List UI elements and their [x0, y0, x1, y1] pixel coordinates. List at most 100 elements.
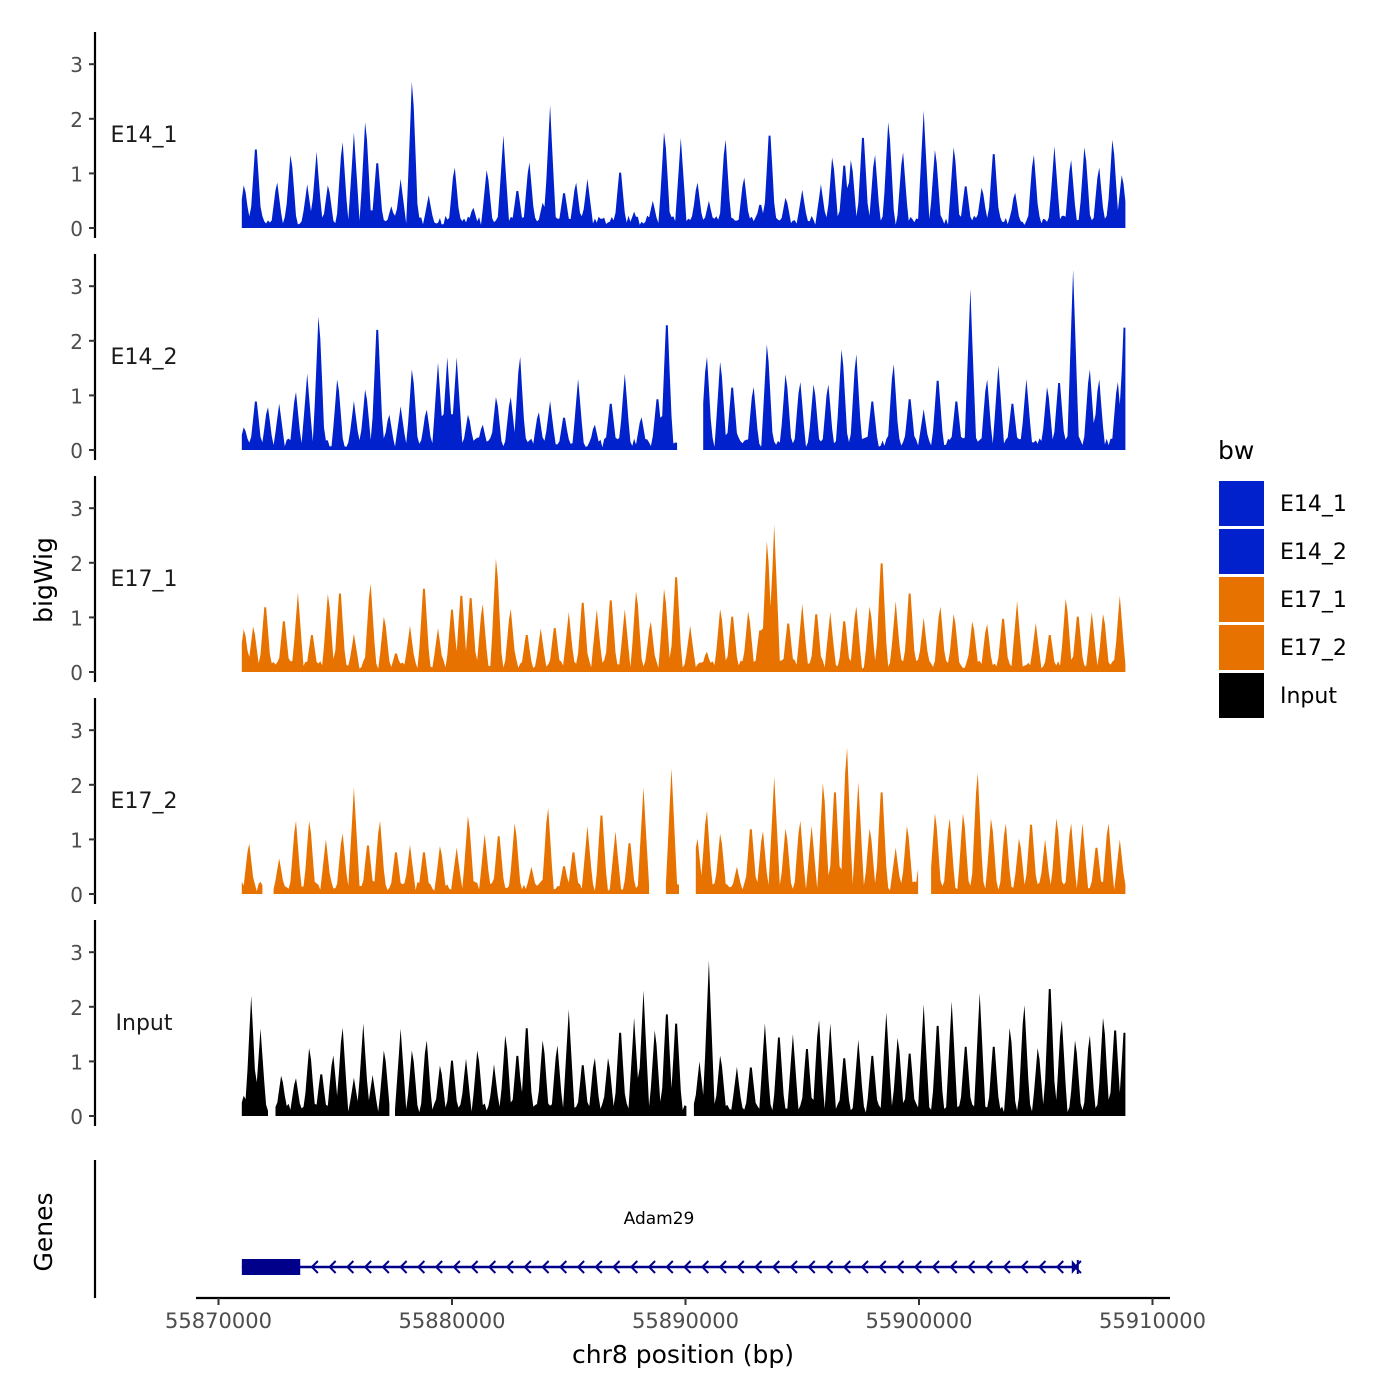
x-tick-label: 55870000 [165, 1309, 272, 1333]
strand-arrow-icon [842, 1260, 851, 1274]
strand-arrow-icon [487, 1260, 497, 1274]
strand-arrow-icon [310, 1260, 319, 1274]
legend-label: E14_2 [1280, 540, 1347, 565]
signal-area [241, 81, 1126, 228]
signal-area [703, 269, 1126, 450]
strand-arrow-icon [328, 1260, 337, 1274]
strand-arrow-icon [825, 1260, 834, 1274]
strand-arrow-icon [541, 1260, 550, 1274]
y-tick-label: 0 [70, 217, 83, 241]
signal-area [241, 524, 1126, 672]
legend-title: bw [1218, 436, 1254, 465]
strand-arrow-icon [949, 1260, 958, 1274]
x-axis-title: chr8 position (bp) [572, 1340, 794, 1369]
signal-area [695, 747, 919, 894]
legend-label: Input [1280, 684, 1337, 709]
signal-area [273, 787, 650, 894]
signal-area [241, 995, 268, 1116]
strand-arrow-icon [700, 1260, 710, 1274]
signal-area [665, 768, 679, 894]
strand-arrow-icon [558, 1260, 568, 1274]
strand-arrow-icon [913, 1260, 922, 1274]
x-tick-label: 55900000 [866, 1309, 973, 1333]
strand-arrow-icon [629, 1260, 639, 1274]
y-tick-label: 0 [70, 439, 83, 463]
y-tick-label: 1 [70, 162, 83, 186]
signal-tracks: 0 1 2 3 E14_1 0 1 2 3 E14_2 0 1 2 3 E17_1 0 1 2 3 E17_2 0 1 2 3… [70, 32, 1126, 1129]
y-tick-label: 2 [70, 996, 83, 1020]
legend-swatch-e14-1 [1219, 481, 1264, 526]
strand-arrow-icon [1055, 1260, 1064, 1274]
y-tick-label: 1 [70, 384, 83, 408]
strand-arrow-icon [1038, 1260, 1047, 1274]
genes-track-title: Genes [29, 1192, 58, 1271]
track-e17-1: 0 1 2 3 E17_1 [70, 476, 1126, 685]
legend-swatch-e14-2 [1219, 529, 1264, 574]
strand-arrow-icon [1020, 1260, 1029, 1274]
strand-arrow-icon [896, 1260, 905, 1274]
strand-arrow-icon [931, 1260, 940, 1274]
strand-arrow-icon [452, 1260, 461, 1274]
gene-adam29: Adam29 [241, 1209, 1082, 1275]
legend-label: E17_1 [1280, 588, 1347, 613]
track-label: E14_2 [111, 345, 178, 370]
y-tick-label: 2 [70, 108, 83, 132]
gene-label: Adam29 [624, 1209, 695, 1229]
strand-arrow-icon [754, 1260, 763, 1274]
strand-arrow-icon [665, 1260, 674, 1274]
y-tick-label: 1 [70, 828, 83, 852]
legend: bw E14_1 E14_2 E17_1 E17_2 Input [1218, 436, 1347, 718]
gene-exon-block [241, 1259, 301, 1275]
gene-track: Adam29 [93, 1160, 1082, 1298]
strand-arrow-icon [647, 1260, 656, 1274]
strand-arrow-icon [771, 1260, 781, 1274]
y-tick-label: 0 [70, 883, 83, 907]
strand-arrow-icon [399, 1260, 408, 1274]
track-e17-2: 0 1 2 3 E17_2 [70, 698, 1126, 907]
signal-area [931, 773, 1126, 894]
strand-arrow-icon [416, 1260, 426, 1274]
gene-end-marker-icon [1071, 1260, 1078, 1274]
signal-area [275, 1023, 390, 1116]
y-tick-label: 1 [70, 606, 83, 630]
strand-arrow-icon [683, 1260, 692, 1274]
y-tick-label: 3 [70, 719, 83, 743]
y-tick-label: 0 [70, 661, 83, 685]
strand-arrow-icon [594, 1260, 603, 1274]
y-tick-label: 2 [70, 774, 83, 798]
strand-arrow-icon [505, 1260, 514, 1274]
strand-arrow-icon [807, 1260, 816, 1274]
strand-arrow-icon [789, 1260, 798, 1274]
strand-arrow-icon [860, 1260, 869, 1274]
legend-swatch-e17-2 [1219, 625, 1264, 670]
y-tick-label: 3 [70, 497, 83, 521]
y-tick-label: 2 [70, 330, 83, 354]
y-tick-label: 2 [70, 552, 83, 576]
strand-arrow-icon [576, 1260, 585, 1274]
strand-arrow-icon [718, 1260, 727, 1274]
track-label: E17_2 [111, 789, 178, 814]
strand-arrow-icon [612, 1260, 621, 1274]
strand-arrow-icon [345, 1260, 355, 1274]
track-label: Input [116, 1011, 173, 1036]
track-e14-1: 0 1 2 3 E14_1 [70, 32, 1126, 241]
track-label: E14_1 [111, 123, 178, 148]
x-tick-label: 55910000 [1099, 1309, 1206, 1333]
strand-arrow-icon [363, 1260, 372, 1274]
y-tick-label: 3 [70, 275, 83, 299]
legend-label: E17_2 [1280, 636, 1347, 661]
x-axis: 55870000 55880000 55890000 55900000 55910000 [165, 1296, 1206, 1333]
strand-arrow-icon [967, 1260, 976, 1274]
strand-arrow-icon [1002, 1260, 1011, 1274]
signal-area [241, 316, 678, 450]
strand-arrow-icon [434, 1260, 443, 1274]
track-label: E17_1 [111, 567, 178, 592]
strand-arrow-icon [381, 1260, 390, 1274]
signal-area [693, 960, 1126, 1116]
strand-arrow-icon [470, 1260, 479, 1274]
strand-arrow-icon [984, 1260, 993, 1274]
strand-arrow-icon [878, 1260, 887, 1274]
strand-arrow-icon [523, 1260, 532, 1274]
y-tick-label: 1 [70, 1050, 83, 1074]
